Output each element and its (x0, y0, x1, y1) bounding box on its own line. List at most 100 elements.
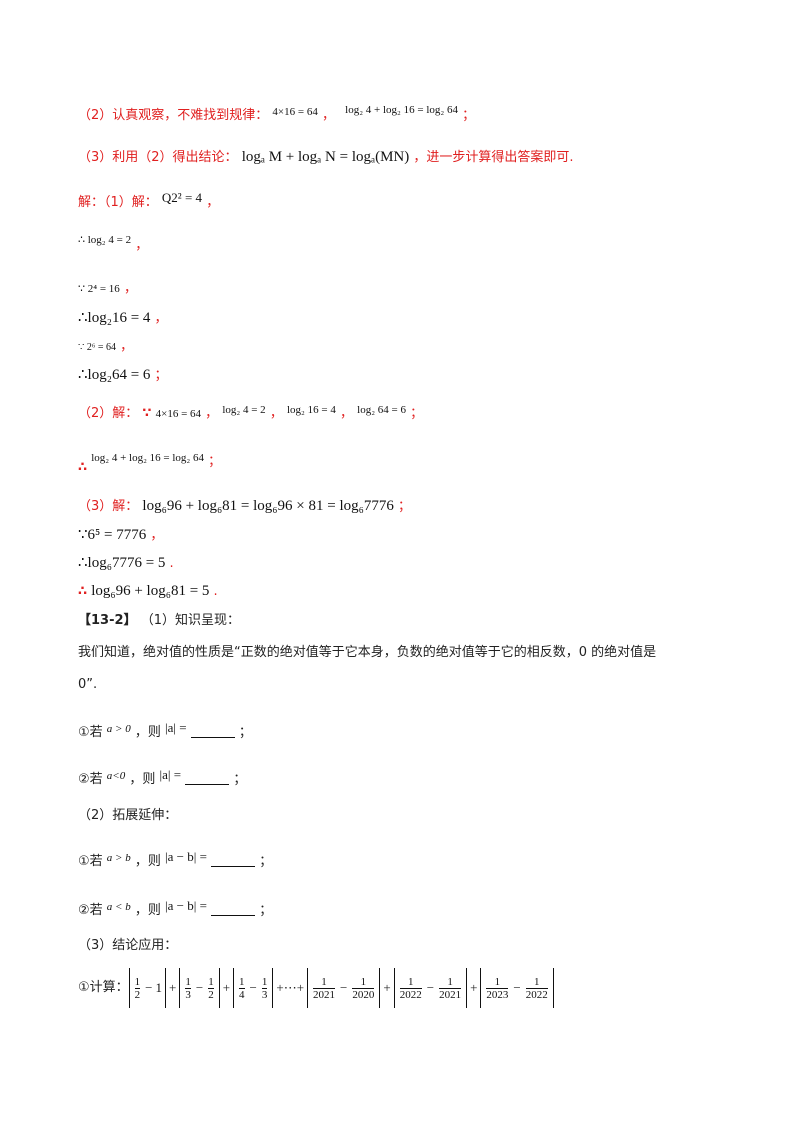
because-symbol: ∵ (142, 406, 152, 421)
fraction-bar (185, 987, 191, 989)
hint-2-formula-2: log₂ 4 + log₂ 16 = log₂ 64 (345, 104, 458, 116)
solution-2-line: （2）解： ∵ 4×16 = 64 ， log₂ 4 = 2 ， log₂ 16… (78, 400, 423, 424)
hint-2-formula-1: 4×16 = 64 (272, 106, 318, 118)
denominator: 2021 (439, 988, 462, 1001)
separator: ， (339, 406, 353, 421)
punct: ， (135, 238, 149, 253)
hint-2-label: （2）认真观察，不难找到规律： (78, 108, 269, 123)
punct: . (169, 556, 174, 571)
solution-3-formula: log₆96 + log₆81 = log₆96 × 81 = log₆7776 (142, 498, 394, 514)
condition: a < b (106, 901, 131, 913)
problem-tag: 【13-2】 (78, 613, 137, 628)
calc-label: ①计算： (78, 980, 129, 995)
operator: + (383, 980, 391, 995)
denominator: 2 (208, 988, 214, 1001)
punct: ； (208, 454, 222, 469)
numerator: 1 (261, 975, 268, 988)
answer-blank[interactable] (185, 770, 230, 785)
solution-2b-line: ∴ log₂ 4 + log₂ 16 = log₂ 64 ； (78, 448, 221, 478)
operator: + (169, 980, 177, 995)
hint-3-label: （3）利用（2）得出结论： (78, 150, 238, 165)
expression: |a| = (159, 767, 182, 782)
denominator: 2023 (486, 988, 509, 1001)
solution-2-label: （2）解： (78, 406, 139, 421)
punct: ， (206, 195, 220, 210)
solution-3-label: （3）解： (78, 499, 139, 514)
punct: ； (238, 725, 252, 740)
solution-1-step-2: ∴ log₂ 4 = 2 ， (78, 230, 148, 256)
solution-1-step-6: ∴log₂64 = 6 ； (78, 365, 168, 386)
numerator: 1 (208, 975, 214, 988)
solution-3-step-2: ∵6⁵ = 7776 ， (78, 525, 163, 546)
integer: 1 (155, 980, 163, 995)
step-formula: ∵ 2⁴ = 16 (78, 283, 120, 295)
numerator: 1 (239, 975, 245, 988)
fraction-bar (439, 987, 462, 989)
expression: |a| = (165, 720, 187, 735)
fraction-bar (352, 987, 375, 989)
solution-3-step-3: ∴log₆7776 = 5 . (78, 553, 174, 574)
solution-1-step-5: ∵ 2⁶ = 64 ， (78, 337, 133, 358)
hint-3-tail: ，进一步计算得出答案即可. (413, 150, 574, 165)
operator: +⋯+ (276, 980, 305, 995)
answer-blank[interactable] (211, 901, 256, 916)
solution-3-line: （3）解： log₆96 + log₆81 = log₆96 × 81 = lo… (78, 496, 411, 517)
fraction-bar (134, 987, 141, 989)
minus-sign: − (249, 980, 257, 995)
solution-1-label: 解：（1）解： (78, 195, 158, 210)
answer-blank[interactable] (211, 852, 256, 867)
operator: + (222, 980, 231, 995)
separator: ， (321, 108, 335, 123)
numerator: 1 (534, 975, 540, 988)
denominator: 4 (239, 988, 245, 1001)
fraction-bar (486, 987, 509, 989)
fraction-bar (239, 987, 245, 989)
question-prefix: ①若 (78, 854, 103, 869)
condition: a > 0 (106, 723, 131, 735)
numerator: 1 (360, 975, 367, 988)
absolute-value-term: 1 2021−1 2020 (307, 968, 381, 1008)
solution-2-formula-2: log₂ 4 = 2 (222, 404, 266, 416)
step-formula: ∴log₂64 = 6 (78, 367, 151, 383)
punct: ； (154, 368, 168, 383)
fraction-bar (208, 987, 214, 989)
question-prefix: ①若 (78, 725, 103, 740)
denominator: 3 (261, 988, 268, 1001)
numerator: 1 (185, 975, 191, 988)
fraction: 1 2023 (486, 976, 509, 1001)
expression: |a − b| = (165, 898, 207, 913)
punct: ； (462, 108, 476, 123)
step-formula: ∵6⁵ = 7776 (78, 527, 147, 543)
punct: ， (154, 311, 168, 326)
hint-3-line: （3）利用（2）得出结论： logₐ M + logₐ N = logₐ(MN)… (78, 147, 574, 168)
question-prefix: ②若 (78, 903, 103, 918)
minus-sign: − (426, 980, 435, 995)
solution-1-step-3: ∵ 2⁴ = 16 ， (78, 279, 137, 299)
solution-2-formula-4: log₂ 64 = 6 (357, 404, 406, 416)
fraction: 1 2021 (439, 976, 462, 1001)
condition: a<0 (106, 770, 126, 782)
hint-2-line: （2）认真观察，不难找到规律： 4×16 = 64 ， log₂ 4 + log… (78, 100, 475, 126)
hint-3-formula: logₐ M + logₐ N = logₐ(MN) (241, 149, 410, 165)
solution-2b-formula: log₂ 4 + log₂ 16 = log₂ 64 (91, 452, 205, 464)
then-text: ，则 (129, 772, 156, 787)
question-4: ②若 a < b ，则 |a − b| = ； (78, 896, 272, 921)
solution-1-line: 解：（1）解： Q2² = 4 ， (78, 188, 219, 213)
solution-1-formula: Q2² = 4 (161, 190, 203, 205)
punct: ； (410, 406, 424, 421)
punct: . (213, 584, 218, 599)
minus-sign: − (195, 980, 204, 995)
condition: a > b (106, 852, 131, 864)
punct: ； (259, 854, 273, 869)
answer-blank[interactable] (190, 723, 235, 738)
absolute-value-term: 1 2023−1 2022 (480, 968, 554, 1008)
fraction-bar (313, 987, 336, 989)
minus-sign: − (513, 980, 521, 995)
denominator: 3 (185, 988, 191, 1001)
operator: + (470, 980, 478, 995)
solution-2-formula-3: log₂ 16 = 4 (286, 404, 336, 416)
absolute-value-term: 1 2−1 (128, 968, 166, 1008)
